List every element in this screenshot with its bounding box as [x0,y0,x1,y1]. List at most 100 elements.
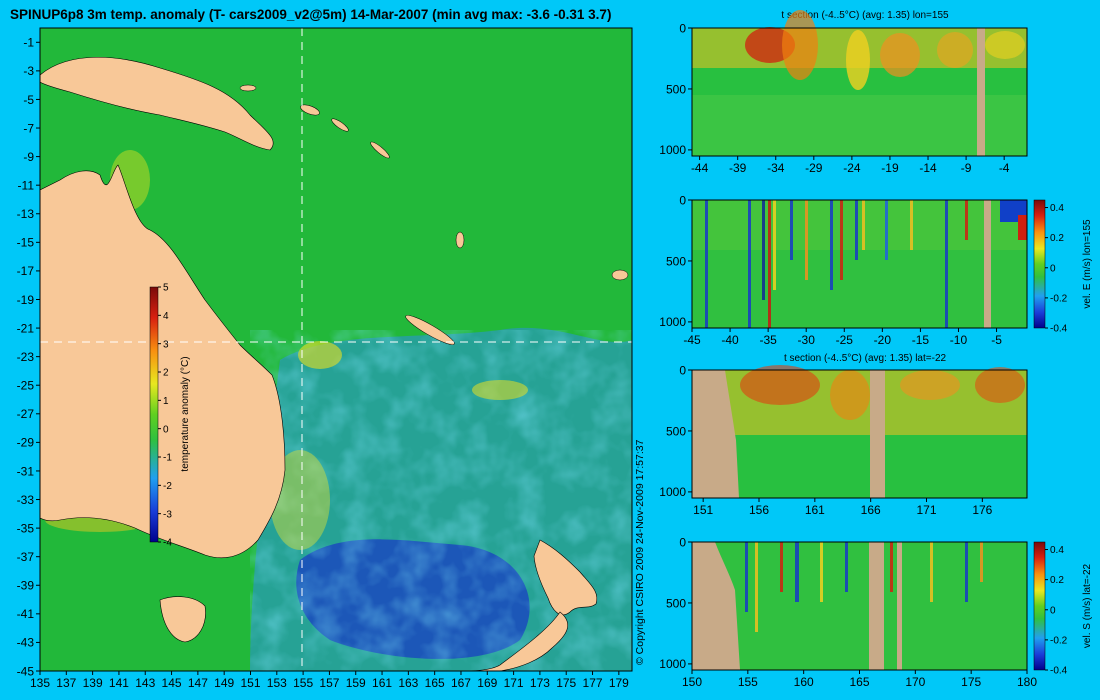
map-x-tick-label: 171 [504,676,524,690]
vel-south-colorbar-tick-label: 0 [1050,605,1056,616]
panel-1-y-tick-label: 500 [666,82,686,96]
panel-1-y-tick-label: 0 [679,21,686,35]
map-y-tick-label: -43 [17,636,35,650]
map-y-tick-label: -15 [17,236,35,250]
panel-2-y-axis: 0 500 1000 [659,193,692,329]
map-x-tick-label: 161 [372,676,392,690]
map-colorbar-tick-label: -2 [163,481,172,492]
panel-2-x-tick-label: -15 [912,333,930,347]
panel-2-x-tick-label: -45 [683,333,701,347]
t-section-lat-panel [692,365,1027,498]
land-australia [40,164,286,559]
map-y-tick-label: -45 [17,664,35,678]
panel-2-x-tick-label: -25 [836,333,854,347]
velocity-stripe [780,542,783,592]
map-colorbar-tick-label: 5 [163,283,169,294]
islands [239,84,629,345]
map-x-tick-label: 173 [530,676,550,690]
panel-4-x-tick-label: 165 [849,675,869,689]
velocity-stripe [890,542,893,592]
map-colorbar-tick-label: 3 [163,339,169,350]
panel-2-x-tick-label: -35 [759,333,777,347]
section-land [692,370,739,498]
velocity-stripe [930,542,933,602]
panel-1-x-tick-label: -19 [881,161,899,175]
vel-east-colorbar-tick-label: -0.2 [1050,293,1068,304]
map-x-tick-label: 151 [240,676,260,690]
panel-4-x-axis: 150 155 160 165 170 175 180 [682,670,1037,689]
map-x-tick-label: 143 [135,676,155,690]
velocity-stripe [830,200,833,290]
vel-south-colorbar-label: vel. S (m/s) lat=-22 [1082,563,1093,648]
vel-east-colorbar-tick-label: 0 [1050,263,1056,274]
map-x-tick-label: 167 [451,676,471,690]
velocity-stripe [820,542,823,602]
panel-2-y-tick-label: 1000 [659,315,686,329]
section-land [869,542,884,670]
panel-2-y-tick-label: 500 [666,254,686,268]
velocity-stripe [945,200,948,328]
panel-4-x-tick-label: 160 [794,675,814,689]
map-y-tick-label: -37 [17,550,35,564]
panel-3-x-tick-label: 166 [861,503,881,517]
panel-2-x-tick-label: -20 [874,333,892,347]
velocity-stripe [980,542,983,582]
map-x-tick-label: 163 [398,676,418,690]
map-x-tick-label: 137 [56,676,76,690]
velocity-stripe [910,200,913,250]
warm-anomaly [270,450,330,550]
map-colorbar-tick-label: -4 [163,538,172,549]
vel-south-colorbar-tick-label: -0.2 [1050,635,1068,646]
velocity-stripe [965,542,968,602]
vel-south-colorbar-tick-label: 0.2 [1050,575,1064,586]
panel-2-y-tick-label: 0 [679,193,686,207]
map-x-tick-label: 147 [188,676,208,690]
panel-2-x-tick-label: -30 [798,333,816,347]
map-x-tick-label: 149 [214,676,234,690]
land-new-guinea [40,56,274,151]
section-land [984,200,991,328]
land-new-zealand-north [533,539,598,616]
map-panel [40,28,632,671]
panel-4-x-tick-label: 175 [961,675,981,689]
panel-1-x-tick-label: -14 [919,161,937,175]
velocity-stripe [862,200,865,250]
velocity-stripe [790,200,793,260]
panel-2-x-axis: -45 -40 -35 -30 -25 -20 -15 -10 -5 [683,328,1002,347]
panel-3-y-tick-label: 500 [666,424,686,438]
vel-east-colorbar-label: vel. E (m/s) lon=155 [1082,219,1093,309]
velocity-stripe [705,200,708,328]
panel-4-y-tick-label: 1000 [659,657,686,671]
panel-1-x-tick-label: -34 [767,161,785,175]
section-land [977,28,985,156]
panel-4-x-tick-label: 170 [905,675,925,689]
panel-1-y-axis: 0 500 1000 [659,21,692,157]
vel-east-colorbar-tick-label: -0.4 [1050,324,1068,335]
vel-east-lon-panel [692,200,1027,328]
map-x-tick-label: 175 [556,676,576,690]
map-y-tick-label: -17 [17,264,35,278]
velocity-stripe [748,200,751,328]
vel-south-colorbar-tick-label: -0.4 [1050,666,1068,677]
panel-3-x-tick-label: 176 [972,503,992,517]
panel-1-x-tick-label: -9 [961,161,972,175]
panel-4-y-tick-label: 0 [679,535,686,549]
panel-4-y-tick-label: 500 [666,596,686,610]
panel-1-title: t section (-4..5°C) (avg: 1.35) lon=155 [781,10,949,21]
map-y-tick-label: -31 [17,464,35,478]
vel-south-colorbar-tick-label: 0.4 [1050,545,1064,556]
vel-east-colorbar-tick-label: 0.2 [1050,233,1064,244]
map-y-tick-label: -7 [23,121,34,135]
map-y-tick-label: -35 [17,521,35,535]
panel-1-x-axis: -44 -39 -34 -29 -24 -19 -14 -9 -4 [691,156,1010,175]
vel-south-lat-panel [692,542,1027,670]
map-x-tick-label: 157 [319,676,339,690]
panel-1-y-tick-label: 1000 [659,143,686,157]
page-title: SPINUP6p8 3m temp. anomaly (T- cars2009_… [10,7,611,22]
map-x-tick-label: 165 [425,676,445,690]
map-y-tick-label: -5 [23,93,34,107]
map-x-axis: 135 137 139 141 143 145 147 149 151 153 155 157 159 1… [30,671,629,690]
map-y-tick-label: -19 [17,293,35,307]
panel-3-y-tick-label: 0 [679,363,686,377]
panel-1-x-tick-label: -4 [999,161,1010,175]
